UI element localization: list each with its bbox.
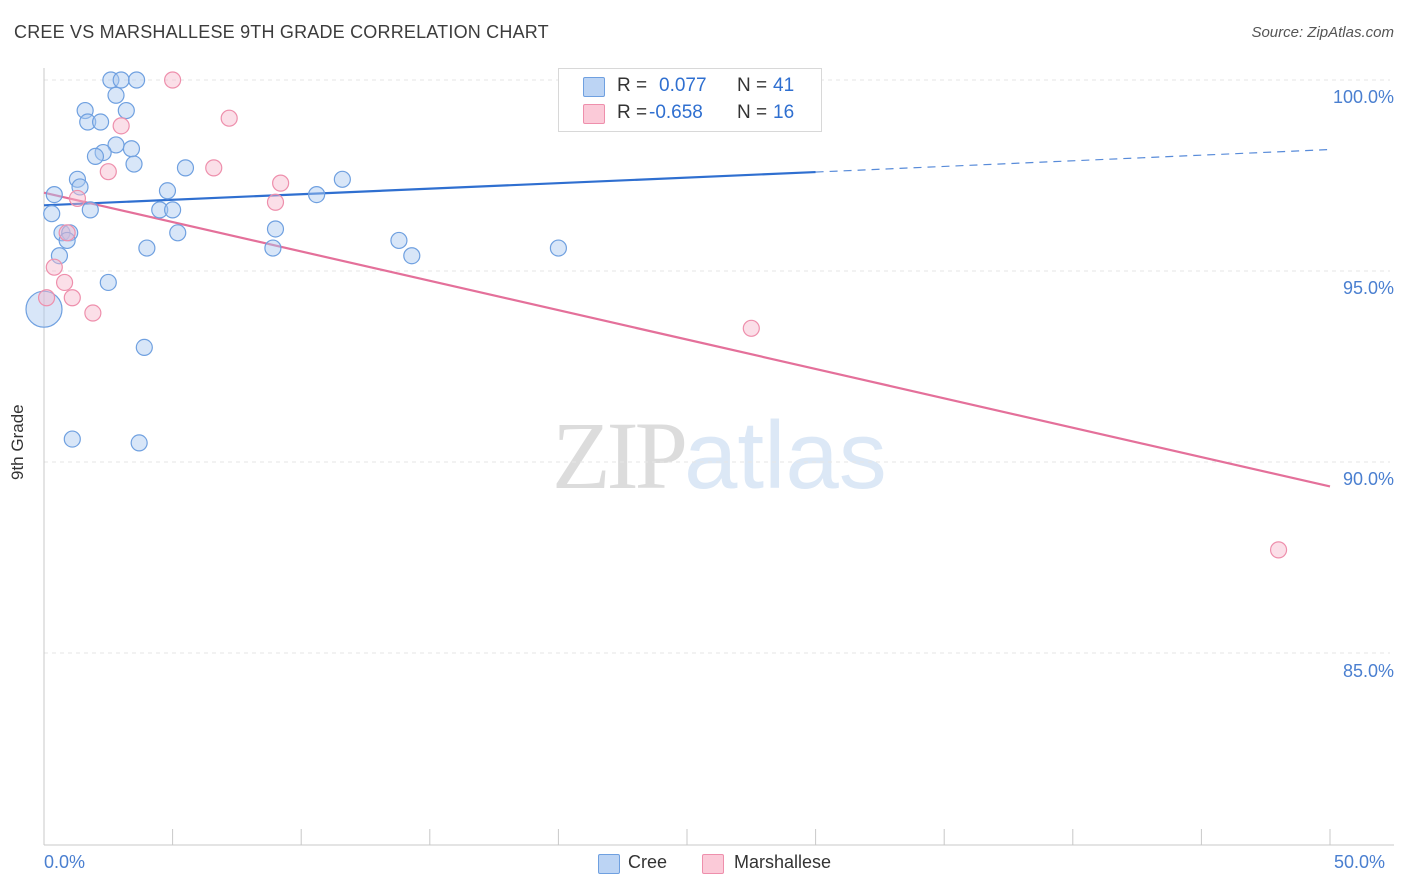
marshallese-point	[164, 71, 182, 89]
marshallese-point	[742, 319, 760, 337]
cree-point	[43, 205, 61, 223]
cree-point	[549, 239, 568, 257]
marshallese-point	[220, 109, 238, 127]
chart-title: CREE VS MARSHALLESE 9TH GRADE CORRELATIO…	[14, 22, 549, 42]
cree-point	[79, 113, 97, 131]
cree-legend-label: Cree	[628, 852, 668, 872]
n-value: 41	[773, 75, 795, 96]
cree-point	[94, 143, 112, 162]
x-tick-label-max: 50.0%	[1334, 852, 1386, 872]
marshallese-point	[99, 163, 117, 181]
cree-point	[403, 247, 421, 265]
y-tick-label-90: 90.0%	[1342, 469, 1394, 489]
y-axis-label: 9th Grade	[8, 404, 27, 480]
cree-point	[169, 224, 187, 242]
watermark: ZIPatlas	[552, 400, 887, 511]
marshallese-point	[45, 258, 63, 276]
watermark-zip: ZIP	[552, 402, 688, 509]
marshallese-point	[55, 273, 74, 292]
marshallese-legend-label: Marshallese	[734, 852, 832, 872]
cree-point	[135, 338, 153, 356]
marshallese-point	[58, 224, 76, 242]
cree-point	[122, 140, 141, 158]
cree-swatch	[583, 77, 605, 97]
cree-point	[81, 201, 99, 219]
watermark-atlas: atlas	[684, 402, 887, 509]
cree-point	[176, 159, 195, 177]
cree-point	[333, 170, 351, 188]
marshallese-swatch	[583, 104, 605, 124]
source-label: Source: ZipAtlas.com	[1251, 24, 1394, 41]
gridlines	[44, 79, 1390, 654]
marshallese-legend-swatch	[702, 854, 724, 874]
cree-point	[390, 231, 408, 250]
r-value: 0.077	[659, 75, 707, 96]
cree-point	[130, 434, 148, 452]
stats-legend: R = 0.077 N = 41 R = -0.658 N = 16	[558, 68, 822, 132]
cree-point	[63, 430, 81, 448]
r-label: R =	[617, 102, 648, 123]
cree-point	[127, 71, 146, 89]
marshallese-point	[37, 289, 56, 307]
cree-point	[99, 273, 117, 292]
cree-legend-swatch	[598, 854, 620, 874]
y-tick-label-95: 95.0%	[1342, 278, 1394, 298]
cree-point	[151, 201, 169, 219]
r-label: R =	[617, 75, 648, 96]
cree-point	[266, 220, 285, 238]
cree-point	[164, 201, 182, 219]
marshallese-point	[272, 174, 290, 192]
n-label: N =	[737, 102, 768, 123]
n-label: N =	[737, 75, 768, 96]
cree-point	[158, 182, 177, 200]
marshallese-point	[112, 117, 130, 135]
trend-lines	[43, 148, 1331, 488]
y-tick-label-85: 85.0%	[1342, 661, 1394, 681]
cree-point	[107, 86, 125, 104]
cree-point	[138, 239, 156, 257]
data-points	[25, 71, 1288, 559]
cree-point	[86, 147, 105, 165]
x-tick-label-min: 0.0%	[44, 852, 86, 872]
cree-point	[112, 71, 130, 89]
r-value: -0.658	[649, 102, 703, 123]
marshallese-point	[266, 193, 285, 211]
cree-point	[45, 186, 63, 204]
cree-trend-line	[43, 170, 816, 207]
axes	[43, 68, 1394, 846]
cree-point	[25, 290, 63, 328]
cree-point	[117, 101, 135, 120]
marshallese-point	[205, 159, 223, 177]
cree-point	[125, 155, 143, 173]
marshallese-point	[63, 289, 81, 307]
cree-point	[264, 239, 282, 257]
y-tick-label-100: 100.0%	[1332, 87, 1394, 107]
marshallese-trend-line	[43, 191, 1331, 488]
marshallese-point	[68, 189, 87, 208]
marshallese-point	[1269, 541, 1288, 559]
marshallese-point	[84, 304, 102, 322]
cree-trend-extension	[815, 148, 1331, 173]
n-value: 16	[773, 102, 795, 123]
cree-point	[91, 113, 110, 131]
cree-point	[308, 186, 326, 204]
